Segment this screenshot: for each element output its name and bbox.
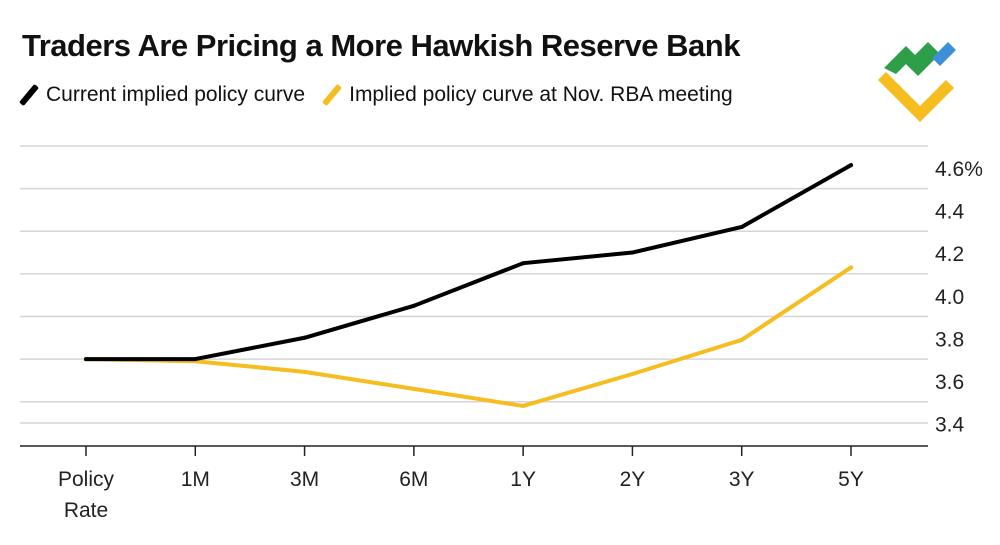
x-tick-label: 2Y (620, 468, 646, 491)
data-point (302, 335, 307, 340)
y-tick-label: 3.4 (935, 414, 965, 437)
data-point (302, 369, 307, 374)
legend-label-november: Implied policy curve at Nov. RBA meeting (349, 83, 733, 106)
logo-yellow-shape (878, 72, 954, 122)
data-point (630, 250, 635, 255)
series-line (84, 163, 853, 362)
y-axis-labels: 3.4 3.6 3.8 4.0 4.2 4.4 4.6% (935, 158, 983, 437)
x-tick-label: 1Y (510, 468, 536, 491)
logo-green-shape-2 (906, 42, 940, 76)
series-line (84, 265, 853, 408)
y-tick-label: 3.8 (935, 328, 964, 351)
data-point (739, 224, 744, 229)
data-point (84, 357, 88, 362)
logo-blue-shape (932, 42, 956, 66)
data-point (411, 386, 416, 391)
y-tick-label: 4.4 (935, 201, 965, 224)
y-tick-label: 4.6% (935, 158, 983, 181)
x-tick-label: Rate (64, 499, 108, 522)
legend: Current implied policy curve Implied pol… (18, 83, 751, 107)
data-point (521, 261, 526, 266)
data-point (411, 303, 416, 308)
x-tick-label: 3Y (729, 468, 755, 491)
legend-item-current: Current implied policy curve (18, 83, 306, 107)
x-tick-label: Policy (58, 468, 115, 491)
data-point (521, 403, 526, 408)
data-point (193, 357, 198, 362)
x-tick-label: 5Y (838, 468, 864, 491)
x-tick-label: 6M (399, 468, 428, 491)
x-tick-label: 3M (290, 468, 319, 491)
data-point (849, 163, 853, 168)
data-point (739, 337, 744, 342)
chart-title: Traders Are Pricing a More Hawkish Reser… (22, 28, 740, 63)
brand-logo-icon (878, 42, 956, 122)
x-axis-ticks: Policy Rate 1M 3M 6M 1Y 2Y 3Y 5Y (58, 446, 864, 522)
legend-item-november: Implied policy curve at Nov. RBA meeting (322, 83, 733, 107)
x-tick-label: 1M (181, 468, 210, 491)
series-lines (84, 163, 853, 408)
y-tick-label: 3.6 (935, 371, 964, 394)
y-tick-label: 4.0 (935, 286, 964, 309)
legend-label-current: Current implied policy curve (46, 83, 306, 106)
data-point (849, 265, 853, 270)
y-tick-label: 4.2 (935, 243, 964, 266)
data-point (630, 371, 635, 376)
